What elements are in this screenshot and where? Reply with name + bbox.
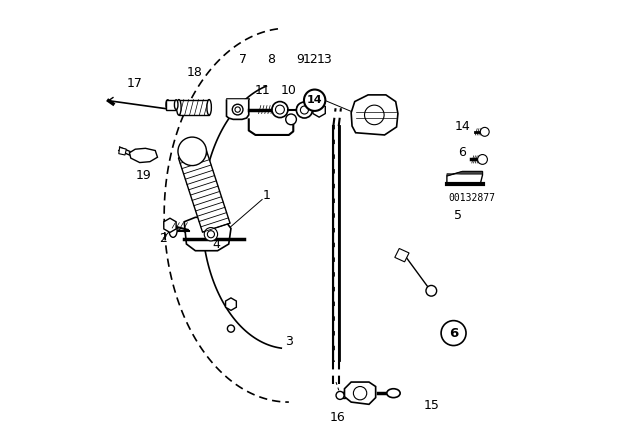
Circle shape (232, 104, 243, 115)
Circle shape (304, 90, 325, 111)
Polygon shape (395, 249, 409, 262)
Text: 6: 6 (449, 327, 458, 340)
Circle shape (178, 137, 207, 166)
Polygon shape (447, 172, 483, 184)
Text: 5: 5 (454, 209, 462, 222)
Ellipse shape (177, 99, 181, 115)
Polygon shape (351, 95, 398, 135)
Text: 3: 3 (285, 336, 292, 349)
Circle shape (426, 285, 436, 296)
Text: 7: 7 (239, 53, 248, 66)
Polygon shape (225, 298, 236, 310)
Circle shape (235, 107, 240, 112)
Text: 12: 12 (302, 53, 318, 66)
Text: 14: 14 (454, 120, 470, 133)
Text: 14: 14 (307, 95, 323, 105)
Polygon shape (313, 103, 325, 117)
Text: 15: 15 (424, 399, 439, 412)
Ellipse shape (387, 389, 400, 398)
Text: 4: 4 (212, 237, 221, 250)
Circle shape (441, 321, 466, 345)
Circle shape (272, 102, 288, 117)
Ellipse shape (169, 224, 177, 237)
Polygon shape (129, 148, 157, 163)
Circle shape (296, 102, 312, 118)
Circle shape (365, 105, 384, 125)
Polygon shape (447, 172, 483, 176)
Text: 13: 13 (317, 53, 332, 66)
Text: 18: 18 (186, 66, 202, 79)
Text: 6: 6 (458, 146, 467, 159)
Text: 1: 1 (262, 189, 271, 202)
Circle shape (336, 392, 344, 400)
Circle shape (300, 106, 308, 114)
Polygon shape (227, 99, 249, 119)
Bar (166, 100, 176, 110)
Text: 8: 8 (267, 53, 275, 66)
Text: 10: 10 (281, 84, 297, 97)
Circle shape (353, 387, 367, 400)
Circle shape (227, 325, 234, 332)
Polygon shape (164, 218, 176, 233)
Circle shape (285, 114, 296, 125)
Circle shape (275, 105, 284, 114)
Ellipse shape (166, 100, 170, 110)
Text: 00132877: 00132877 (448, 193, 495, 203)
Text: 11: 11 (254, 84, 270, 97)
Text: 19: 19 (136, 168, 151, 181)
Text: 16: 16 (330, 411, 346, 424)
Bar (179, 99, 209, 115)
Circle shape (477, 155, 488, 164)
Text: 2: 2 (159, 232, 167, 245)
Ellipse shape (340, 392, 349, 399)
Circle shape (207, 231, 214, 238)
Polygon shape (179, 149, 230, 232)
Text: 9: 9 (296, 53, 304, 66)
Polygon shape (184, 217, 231, 251)
Ellipse shape (296, 104, 303, 115)
Circle shape (480, 127, 489, 136)
Ellipse shape (175, 100, 178, 110)
Circle shape (204, 228, 218, 241)
Text: 17: 17 (127, 77, 142, 90)
Polygon shape (344, 382, 376, 404)
Ellipse shape (207, 99, 211, 115)
Polygon shape (119, 147, 126, 155)
